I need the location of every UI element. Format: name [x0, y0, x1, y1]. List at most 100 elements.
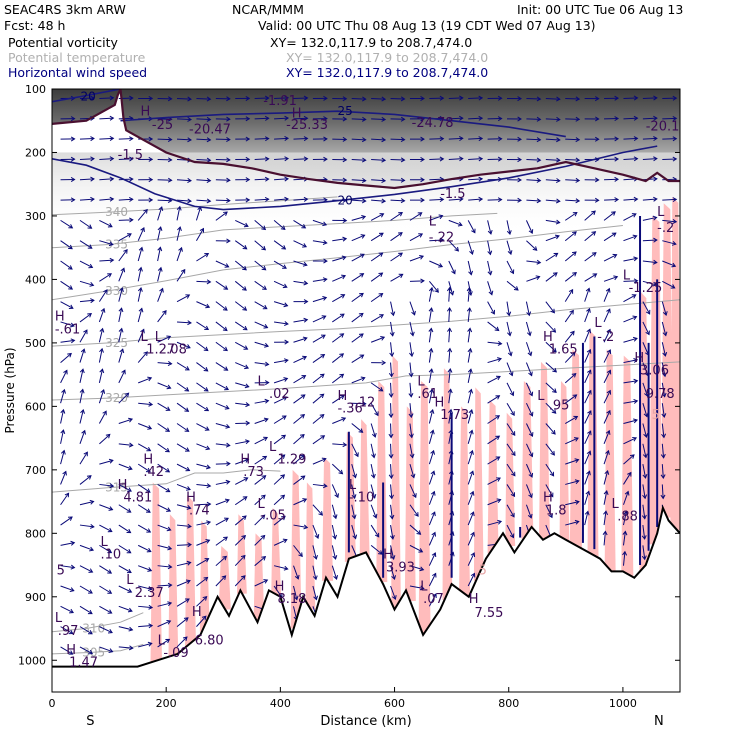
wind-vector-head	[323, 95, 328, 101]
wind-vector-shaft	[642, 525, 646, 540]
wind-vector-shaft	[642, 504, 646, 519]
wind-vector	[603, 469, 610, 485]
wind-vector-shaft	[409, 382, 412, 397]
wind-vector	[662, 219, 678, 224]
wind-vector-shaft	[661, 362, 666, 377]
wind-vector	[332, 333, 345, 343]
wind-vector	[98, 347, 104, 363]
wind-vector-head	[226, 157, 231, 163]
wind-vector-shaft	[99, 137, 114, 140]
wind-vector	[99, 524, 113, 533]
wind-vector-shaft	[273, 377, 288, 384]
wind-vector	[118, 287, 124, 302]
wind-vector-shaft	[176, 382, 189, 392]
terrain-fill	[52, 507, 680, 692]
wind-vector-shaft	[137, 308, 143, 323]
wind-vector	[273, 220, 286, 230]
wind-vector-head	[633, 256, 639, 262]
wind-vector-head	[241, 534, 247, 540]
wind-vector	[642, 301, 651, 315]
wind-vector-shaft	[525, 504, 532, 519]
wind-vector	[176, 443, 190, 452]
wind-vector	[293, 240, 308, 248]
wind-vector	[118, 307, 124, 323]
wind-vector-shaft	[196, 179, 211, 182]
wind-vector-shaft	[604, 199, 619, 201]
wind-vector-head	[118, 307, 124, 313]
wind-vector	[60, 626, 74, 635]
wind-vector	[409, 233, 424, 242]
wind-vector	[487, 519, 503, 526]
wind-vector	[293, 475, 306, 485]
wind-vector	[351, 137, 367, 143]
wind-vector-shaft	[564, 289, 574, 302]
wind-vector-shaft	[176, 341, 191, 349]
pv-extremum-label: -1.91	[263, 94, 297, 109]
wind-vector-head	[420, 156, 425, 162]
wind-vector-head	[300, 475, 306, 480]
wind-vector-shaft	[603, 450, 609, 465]
wind-vector-head	[517, 157, 522, 163]
wind-vector	[623, 315, 638, 323]
wind-vector	[176, 362, 190, 371]
wind-vector-head	[342, 96, 348, 102]
wind-vector	[137, 328, 145, 343]
wind-vector-shaft	[467, 409, 473, 424]
wind-vector-shaft	[351, 273, 364, 282]
wind-vector	[545, 402, 557, 414]
wind-vector-head	[206, 483, 212, 489]
wind-vector-shaft	[661, 403, 665, 418]
wind-vector-head	[185, 294, 191, 299]
wind-vector	[388, 443, 394, 459]
wind-vector	[409, 585, 425, 591]
wind-vector-shaft	[254, 475, 266, 485]
wind-vector-head	[338, 469, 344, 475]
wind-vector-shaft	[603, 211, 616, 221]
wind-vector	[138, 376, 153, 384]
wind-vector-shaft	[234, 240, 247, 250]
wind-vector-shaft	[545, 423, 556, 435]
wind-vector-shaft	[157, 504, 171, 512]
wind-vector-shaft	[215, 575, 226, 587]
wind-vector-shaft	[642, 216, 657, 221]
wind-vector	[157, 136, 173, 142]
wind-vector-shaft	[60, 565, 75, 569]
wind-vector-shaft	[390, 545, 395, 560]
wind-vector-head	[222, 555, 228, 561]
wind-vector-head	[303, 136, 309, 142]
wind-vector-shaft	[215, 443, 230, 447]
wind-vector-head	[242, 265, 247, 271]
pv-extremum-label: .97	[58, 624, 79, 639]
wind-vector-head	[302, 355, 308, 361]
wind-vector	[79, 219, 93, 229]
wind-vector-head	[487, 230, 493, 235]
wind-vector	[254, 436, 269, 445]
wind-vector	[118, 417, 134, 424]
wind-vector-head	[416, 530, 422, 535]
wind-vector	[565, 177, 581, 183]
wind-vector-head	[187, 523, 192, 529]
wind-vector	[176, 178, 192, 183]
wind-vector-head	[342, 177, 348, 183]
wind-vector	[157, 266, 163, 282]
wind-vector	[176, 504, 192, 510]
wind-vector	[235, 156, 251, 162]
wind-vector-head	[556, 137, 561, 143]
wind-vector	[409, 565, 425, 572]
wind-vector-head	[528, 493, 533, 499]
wind-vector-head	[147, 567, 153, 572]
wind-vector-shaft	[623, 491, 629, 505]
wind-vector-shaft	[622, 531, 626, 546]
wind-vector-shaft	[293, 117, 308, 120]
wind-vector-head	[137, 286, 143, 292]
pv-streak	[236, 514, 247, 594]
wind-vector	[565, 437, 579, 445]
wind-vector-shaft	[371, 179, 386, 182]
wind-vector-head	[146, 446, 152, 452]
wind-vector-head	[109, 136, 115, 142]
wind-vector-shaft	[274, 97, 289, 100]
wind-vector-shaft	[312, 354, 325, 363]
wind-vector	[293, 454, 305, 465]
wind-vector-shaft	[60, 585, 74, 592]
wind-vector	[196, 463, 211, 470]
